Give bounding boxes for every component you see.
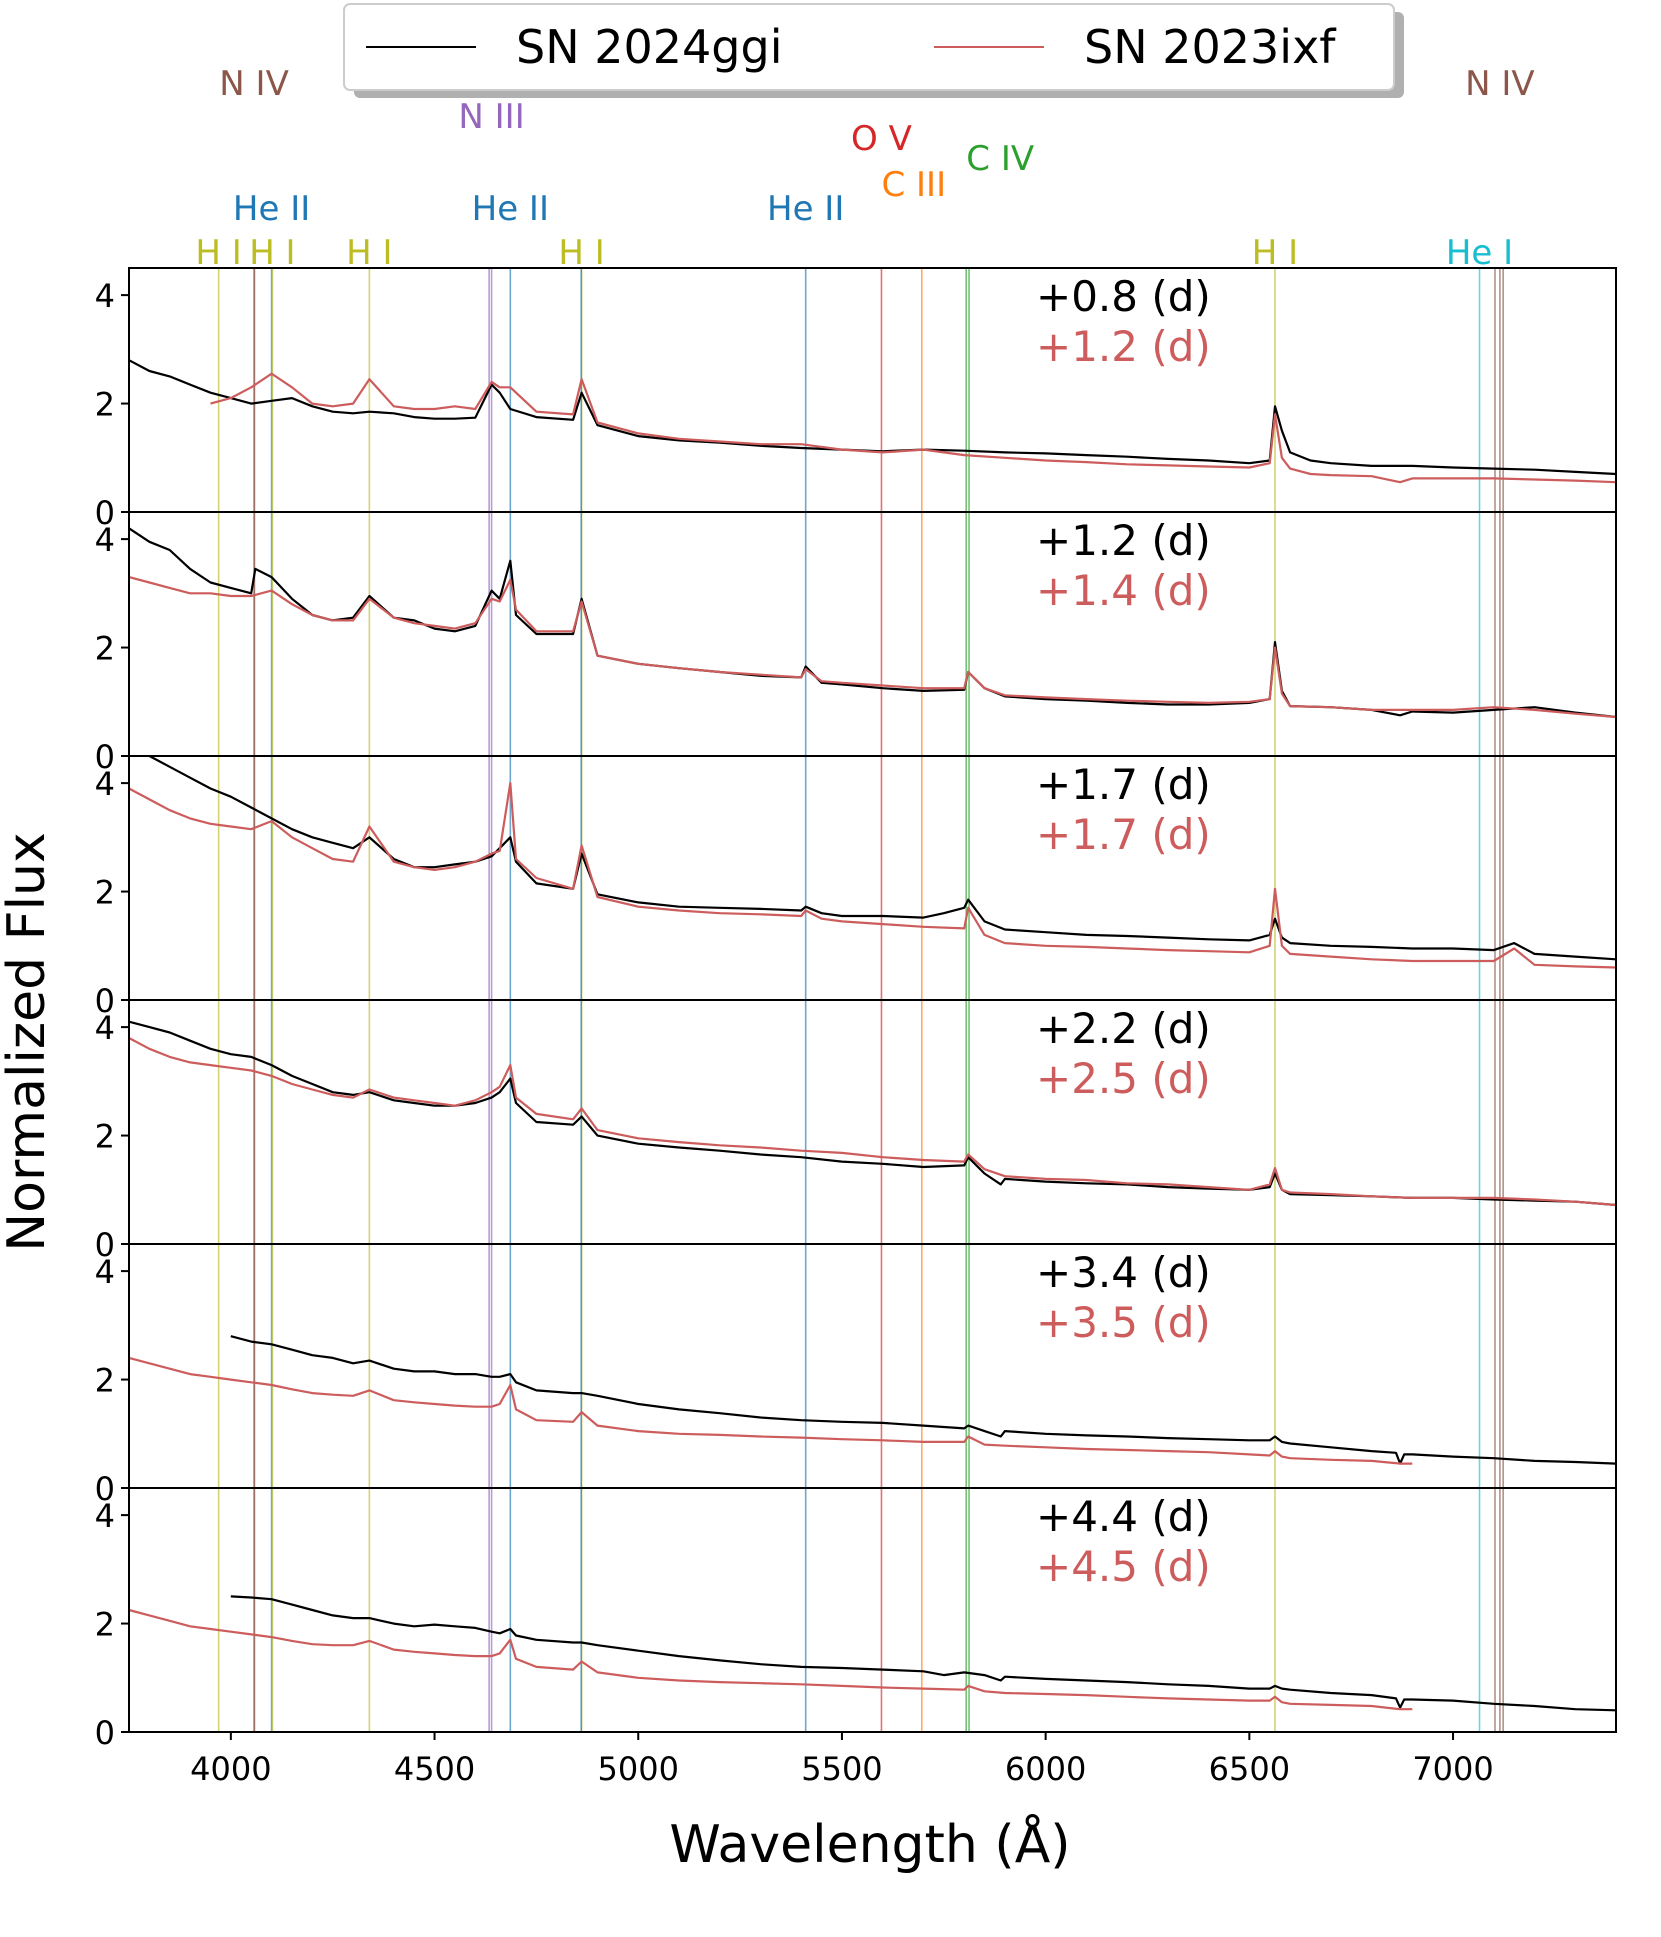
- panel-0-series-sn2024ggi: [128, 359, 1617, 476]
- line-label-9: H I: [249, 233, 295, 273]
- panel-5-epoch-sn2023ixf: +4.5 (d): [1036, 1542, 1211, 1591]
- legend-label-sn2024ggi: SN 2024ggi: [516, 20, 782, 74]
- panel-3: 0 2 4 +2.2 (d)+2.5 (d): [95, 999, 1617, 1264]
- panel-0: 0 2 4 +0.8 (d)+1.2 (d): [95, 267, 1617, 532]
- panel-4-series-sn2024ggi: [230, 1335, 1617, 1465]
- panel-1-series-sn2024ggi: [128, 527, 1617, 719]
- panel-4-ytick-label-0: 0: [95, 1470, 115, 1508]
- xtick-label-1: 4500: [394, 1750, 475, 1788]
- line-label-8: H I: [195, 233, 241, 273]
- legend-box: [343, 3, 1395, 91]
- y-axis-label: Normalized Flux: [0, 832, 57, 1252]
- panel-2-epoch-sn2023ixf: +1.7 (d): [1036, 810, 1211, 859]
- xtick-label-2: 5000: [598, 1750, 679, 1788]
- xtick-label-5: 6500: [1209, 1750, 1290, 1788]
- line-label-4: C III: [881, 165, 946, 205]
- x-axis-label: Wavelength (Å): [669, 1813, 1070, 1875]
- panel-3-frame: [128, 999, 1617, 1245]
- panel-1-ytick-label-2: 4: [95, 521, 115, 559]
- panel-3-ytick-label-0: 0: [95, 1226, 115, 1264]
- panel-4-ytick-label-2: 4: [95, 1253, 115, 1291]
- line-label-6: He II: [472, 189, 549, 229]
- panel-0-ytick-label-1: 2: [95, 386, 115, 424]
- panel-3-epoch-sn2024ggi: +2.2 (d): [1036, 1004, 1211, 1053]
- panel-5-ytick-label-2: 4: [95, 1497, 115, 1535]
- panel-2-series-sn2024ggi: [148, 755, 1617, 961]
- xtick-label-4: 6000: [1005, 1750, 1086, 1788]
- line-label-14: N IV: [1465, 64, 1535, 104]
- panel-1-frame: [128, 511, 1617, 757]
- line-label-0: N IV: [219, 64, 289, 104]
- line-label-11: H I: [558, 233, 604, 273]
- line-label-2: O V: [851, 119, 912, 159]
- line-label-3: C IV: [966, 139, 1034, 179]
- panel-3-ytick-label-1: 2: [95, 1118, 115, 1156]
- legend-label-sn2023ixf: SN 2023ixf: [1084, 20, 1337, 74]
- xtick-label-0: 4000: [190, 1750, 271, 1788]
- panel-2-epoch-sn2024ggi: +1.7 (d): [1036, 760, 1211, 809]
- panel-2-frame: [128, 755, 1617, 1001]
- line-label-10: H I: [346, 233, 392, 273]
- panel-0-frame: [128, 267, 1617, 513]
- panel-5-frame: [128, 1487, 1617, 1733]
- panel-1: 0 2 4 +1.2 (d)+1.4 (d): [95, 511, 1617, 776]
- x-axis: 4000 4500 5000 5500 6000 6500 7000: [190, 1732, 1494, 1788]
- panel-5-ytick-label-1: 2: [95, 1606, 115, 1644]
- line-label-12: H I: [1252, 233, 1298, 273]
- xtick-label-6: 7000: [1412, 1750, 1493, 1788]
- panel-4-series-sn2023ixf: [128, 1356, 1413, 1465]
- panel-4-frame: [128, 1243, 1617, 1489]
- panel-2-series-sn2023ixf: [128, 781, 1617, 969]
- line-label-7: He II: [767, 189, 844, 229]
- panel-1-series-sn2023ixf: [128, 576, 1617, 719]
- panel-3-series-sn2024ggi: [128, 1020, 1617, 1207]
- panel-4: 0 2 4 +3.4 (d)+3.5 (d): [95, 1243, 1617, 1508]
- panel-3-epoch-sn2023ixf: +2.5 (d): [1036, 1054, 1211, 1103]
- panel-1-ytick-label-0: 0: [95, 738, 115, 776]
- line-label-1: N III: [458, 97, 524, 137]
- panel-0-series-sn2023ixf: [210, 372, 1617, 484]
- panel-4-epoch-sn2024ggi: +3.4 (d): [1036, 1248, 1211, 1297]
- panel-2-ytick-label-1: 2: [95, 874, 115, 912]
- panel-0-ytick-label-0: 0: [95, 494, 115, 532]
- panel-5-epoch-sn2024ggi: +4.4 (d): [1036, 1492, 1211, 1541]
- panel-4-epoch-sn2023ixf: +3.5 (d): [1036, 1298, 1211, 1347]
- panel-2-ytick-label-2: 4: [95, 765, 115, 803]
- panel-3-series-sn2023ixf: [128, 1037, 1617, 1207]
- panel-0-epoch-sn2023ixf: +1.2 (d): [1036, 322, 1211, 371]
- panel-5-series-sn2023ixf: [128, 1608, 1413, 1711]
- panel-1-ytick-label-1: 2: [95, 630, 115, 668]
- panel-2-ytick-label-0: 0: [95, 982, 115, 1020]
- panel-0-ytick-label-2: 4: [95, 277, 115, 315]
- panels: 024 +0.8 (d)+1.2 (d)024 +1.2 (d)+1.4 (d)02…: [95, 267, 1617, 1752]
- panel-0-epoch-sn2024ggi: +0.8 (d): [1036, 272, 1211, 321]
- panel-1-epoch-sn2023ixf: +1.4 (d): [1036, 566, 1211, 615]
- panel-4-ytick-label-1: 2: [95, 1362, 115, 1400]
- panel-5-series-sn2024ggi: [230, 1595, 1617, 1712]
- panel-2: 0 2 4 +1.7 (d)+1.7 (d): [95, 755, 1617, 1020]
- panel-3-ytick-label-2: 4: [95, 1009, 115, 1047]
- line-label-5: He II: [233, 189, 310, 229]
- panel-5: 0 2 4 +4.4 (d)+4.5 (d): [95, 1487, 1617, 1752]
- line-label-13: He I: [1446, 233, 1513, 273]
- legend: SN 2024ggi SN 2023ixf: [343, 3, 1404, 98]
- panel-1-epoch-sn2024ggi: +1.2 (d): [1036, 516, 1211, 565]
- panel-5-ytick-label-0: 0: [95, 1714, 115, 1752]
- xtick-label-3: 5500: [801, 1750, 882, 1788]
